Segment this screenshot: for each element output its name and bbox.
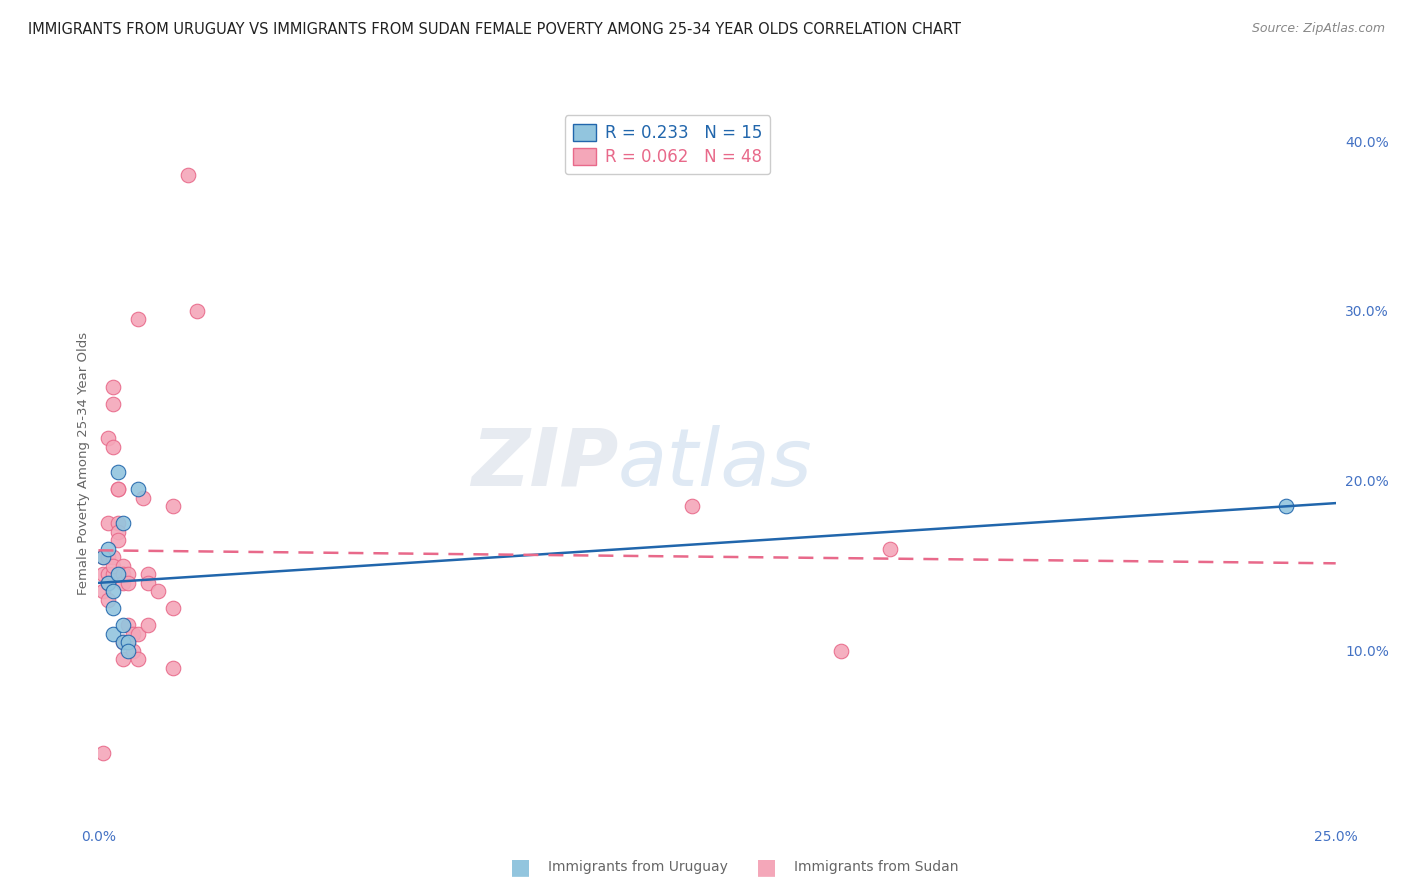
Point xyxy=(162,601,184,615)
Text: Immigrants from Sudan: Immigrants from Sudan xyxy=(794,860,959,874)
Point xyxy=(112,558,135,573)
Point xyxy=(97,550,120,565)
Point xyxy=(112,652,135,666)
Y-axis label: Female Poverty Among 25-34 Year Olds: Female Poverty Among 25-34 Year Olds xyxy=(77,333,90,595)
Text: Immigrants from Uruguay: Immigrants from Uruguay xyxy=(548,860,728,874)
Point xyxy=(830,644,852,658)
Point xyxy=(97,541,120,556)
Point xyxy=(146,584,169,599)
Point xyxy=(136,618,159,632)
Point xyxy=(112,575,135,590)
Point xyxy=(93,584,115,599)
Point xyxy=(93,550,115,565)
Point xyxy=(132,491,155,505)
Point xyxy=(97,516,120,531)
Point xyxy=(1275,500,1298,514)
Point xyxy=(117,635,139,649)
Point xyxy=(112,567,135,582)
Point xyxy=(162,500,184,514)
Point xyxy=(112,618,135,632)
Point xyxy=(176,168,198,182)
Point xyxy=(122,626,145,640)
Point xyxy=(112,635,135,649)
Point xyxy=(103,626,125,640)
Point xyxy=(103,601,125,615)
Point xyxy=(127,626,149,640)
Point xyxy=(93,550,115,565)
Point xyxy=(117,635,139,649)
Legend: R = 0.233   N = 15, R = 0.062   N = 48: R = 0.233 N = 15, R = 0.062 N = 48 xyxy=(565,115,770,174)
Point xyxy=(97,592,120,607)
Point xyxy=(117,644,139,658)
Point xyxy=(107,567,129,582)
Point xyxy=(107,533,129,548)
Point xyxy=(93,567,115,582)
Point xyxy=(107,516,129,531)
Point xyxy=(112,516,135,531)
Point xyxy=(103,558,125,573)
Point xyxy=(103,397,125,411)
Text: atlas: atlas xyxy=(619,425,813,503)
Text: IMMIGRANTS FROM URUGUAY VS IMMIGRANTS FROM SUDAN FEMALE POVERTY AMONG 25-34 YEAR: IMMIGRANTS FROM URUGUAY VS IMMIGRANTS FR… xyxy=(28,22,962,37)
Point xyxy=(97,575,120,590)
Text: Source: ZipAtlas.com: Source: ZipAtlas.com xyxy=(1251,22,1385,36)
Point xyxy=(103,380,125,394)
Point xyxy=(107,524,129,539)
Point xyxy=(97,431,120,445)
Point xyxy=(136,567,159,582)
Point xyxy=(97,575,120,590)
Point xyxy=(103,440,125,454)
Point xyxy=(93,746,115,760)
Point xyxy=(127,483,149,497)
Text: ZIP: ZIP xyxy=(471,425,619,503)
Point xyxy=(107,466,129,480)
Point xyxy=(122,644,145,658)
Point xyxy=(186,304,208,318)
Point xyxy=(103,584,125,599)
Point xyxy=(117,567,139,582)
Point xyxy=(879,541,901,556)
Point xyxy=(107,483,129,497)
Point xyxy=(162,661,184,675)
Text: ■: ■ xyxy=(756,857,776,877)
Point xyxy=(107,483,129,497)
Point xyxy=(127,312,149,326)
Point xyxy=(681,500,703,514)
Point xyxy=(97,567,120,582)
Point xyxy=(117,575,139,590)
Point xyxy=(112,635,135,649)
Point xyxy=(136,575,159,590)
Point xyxy=(117,618,139,632)
Text: ■: ■ xyxy=(510,857,530,877)
Point xyxy=(103,550,125,565)
Point xyxy=(127,652,149,666)
Point xyxy=(103,567,125,582)
